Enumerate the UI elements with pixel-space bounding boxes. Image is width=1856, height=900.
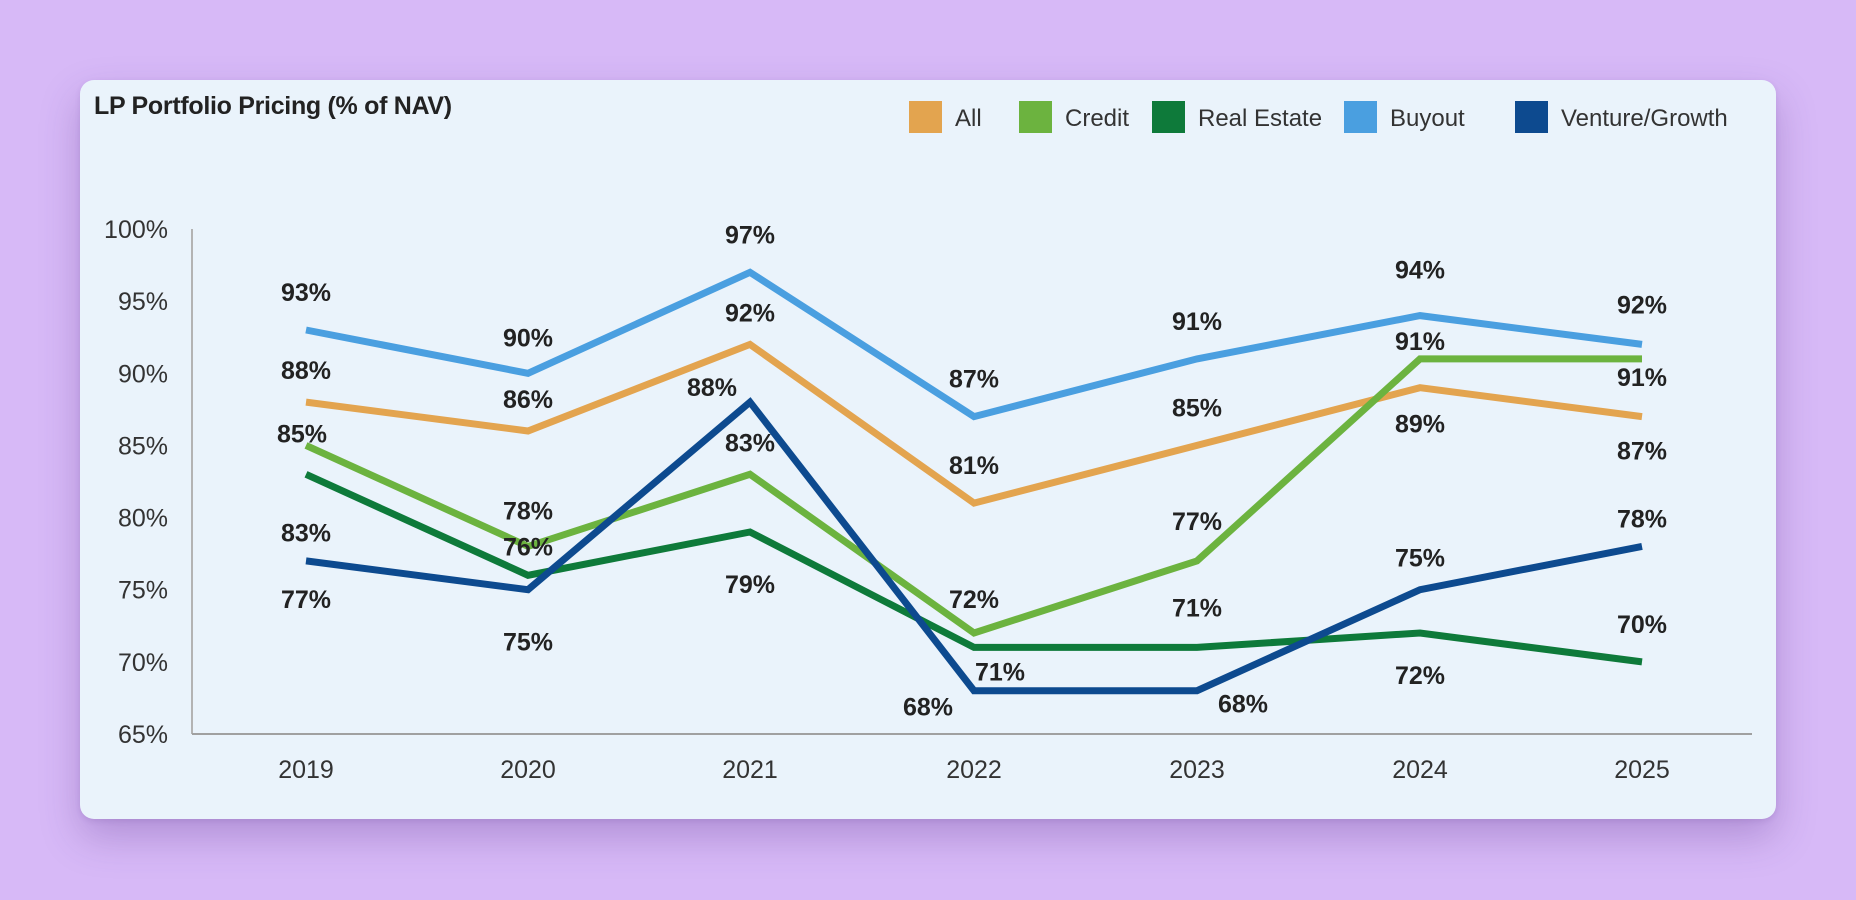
data-label-all: 85% <box>1172 394 1222 422</box>
data-label-venture-growth: 88% <box>687 374 737 402</box>
data-label-venture-growth: 68% <box>1218 691 1268 719</box>
data-label-buyout: 87% <box>949 366 999 394</box>
y-tick-label: 80% <box>118 505 168 533</box>
data-label-credit: 91% <box>1617 364 1667 392</box>
legend-label-real-estate: Real Estate <box>1198 105 1322 132</box>
data-label-real-estate: 71% <box>1172 594 1222 622</box>
x-tick-label: 2025 <box>1614 756 1670 784</box>
y-tick-label: 95% <box>118 288 168 316</box>
series-line-venture-growth <box>305 397 1643 695</box>
x-tick-label: 2021 <box>722 756 778 784</box>
series-line-real-estate <box>304 471 1643 666</box>
data-label-real-estate: 76% <box>503 533 553 561</box>
y-tick-label: 65% <box>118 721 168 749</box>
x-tick-label: 2019 <box>278 756 334 784</box>
x-tick-label: 2022 <box>946 756 1002 784</box>
data-label-venture-growth: 68% <box>903 694 953 722</box>
data-label-all: 89% <box>1395 411 1445 439</box>
data-label-buyout: 91% <box>1172 308 1222 336</box>
legend-label-all: All <box>955 105 982 132</box>
x-tick-label: 2023 <box>1169 756 1225 784</box>
y-tick-label: 75% <box>118 577 168 605</box>
data-label-credit: 78% <box>503 497 553 525</box>
data-label-real-estate: 83% <box>281 519 331 547</box>
data-label-buyout: 92% <box>1617 291 1667 319</box>
y-tick-label: 90% <box>118 360 168 388</box>
data-label-real-estate: 72% <box>1395 662 1445 690</box>
data-label-credit: 83% <box>725 429 775 457</box>
data-label-buyout: 94% <box>1395 257 1445 285</box>
legend-label-buyout: Buyout <box>1390 105 1465 132</box>
data-label-real-estate: 79% <box>725 571 775 599</box>
y-tick-label: 100% <box>104 216 168 244</box>
data-label-real-estate: 70% <box>1617 611 1667 639</box>
data-label-buyout: 93% <box>281 279 331 307</box>
data-label-venture-growth: 77% <box>281 586 331 614</box>
data-label-all: 87% <box>1617 438 1667 466</box>
legend-label-venture-growth: Venture/Growth <box>1561 105 1728 132</box>
data-label-venture-growth: 75% <box>1395 545 1445 573</box>
x-tick-label: 2020 <box>500 756 556 784</box>
data-label-all: 92% <box>725 299 775 327</box>
chart-title: LP Portfolio Pricing (% of NAV) <box>94 92 452 120</box>
data-label-real-estate: 71% <box>975 658 1025 686</box>
legend-swatch-all <box>909 101 942 133</box>
legend-label-credit: Credit <box>1065 105 1129 132</box>
x-tick-label: 2024 <box>1392 756 1448 784</box>
legend-swatch-credit <box>1019 101 1052 133</box>
data-label-credit: 72% <box>949 586 999 614</box>
data-label-all: 88% <box>281 357 331 385</box>
chart-card <box>80 80 1776 819</box>
series-line-all <box>305 340 1643 507</box>
data-label-buyout: 90% <box>503 324 553 352</box>
legend-swatch-buyout <box>1344 101 1377 133</box>
legend-swatch-venture-growth <box>1515 101 1548 133</box>
legend-swatch-real-estate <box>1152 101 1185 133</box>
data-label-all: 81% <box>949 452 999 480</box>
data-label-venture-growth: 75% <box>503 629 553 657</box>
series-line-buyout <box>305 268 1643 421</box>
y-tick-label: 85% <box>118 432 168 460</box>
data-label-credit: 85% <box>277 420 327 448</box>
y-tick-label: 70% <box>118 649 168 677</box>
data-label-all: 86% <box>503 386 553 414</box>
data-label-buyout: 97% <box>725 221 775 249</box>
series-line-credit <box>304 355 1642 637</box>
data-label-credit: 91% <box>1395 328 1445 356</box>
data-label-credit: 77% <box>1172 508 1222 536</box>
data-label-venture-growth: 78% <box>1617 505 1667 533</box>
